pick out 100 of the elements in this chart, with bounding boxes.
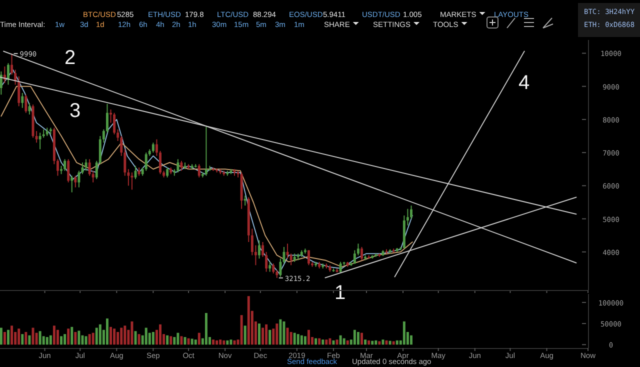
bar xyxy=(64,334,66,345)
bar xyxy=(402,321,406,345)
candlestick xyxy=(159,150,162,175)
bar xyxy=(322,340,324,345)
candlestick xyxy=(113,112,116,135)
bar xyxy=(258,324,260,345)
bar xyxy=(300,335,303,345)
bar xyxy=(176,332,180,345)
candlestick xyxy=(268,261,272,272)
bar xyxy=(24,332,28,345)
bar xyxy=(244,326,246,345)
bar xyxy=(170,336,172,345)
candlestick xyxy=(24,94,28,114)
bar xyxy=(378,341,381,345)
candlestick xyxy=(64,158,66,172)
bar xyxy=(190,338,194,345)
annotation: 1 xyxy=(334,282,346,304)
candlestick xyxy=(272,263,275,274)
bar xyxy=(84,336,88,345)
candlestick xyxy=(28,102,31,116)
bar xyxy=(70,326,74,345)
bar xyxy=(240,315,243,345)
bar xyxy=(262,328,264,345)
bar xyxy=(410,335,412,345)
bar xyxy=(144,328,148,345)
bar xyxy=(325,340,328,345)
candlestick xyxy=(0,70,2,96)
bar xyxy=(49,335,52,345)
bar xyxy=(276,324,278,345)
bar xyxy=(74,332,77,345)
candlestick xyxy=(307,250,310,266)
bar xyxy=(106,318,108,345)
bar xyxy=(392,341,395,345)
bar xyxy=(212,340,215,345)
bar xyxy=(286,328,289,345)
candlestick xyxy=(198,164,200,178)
bar xyxy=(3,332,6,345)
annotation: 3 xyxy=(69,100,81,122)
bar xyxy=(78,330,80,345)
bar xyxy=(314,338,318,345)
bar xyxy=(368,340,370,345)
bar xyxy=(21,334,24,345)
bar xyxy=(265,324,268,345)
bar xyxy=(332,340,335,345)
bar xyxy=(92,332,94,345)
bar xyxy=(374,340,378,345)
bar xyxy=(219,340,222,345)
bar xyxy=(124,326,126,345)
bar xyxy=(152,332,154,345)
bar xyxy=(388,340,392,345)
candlestick xyxy=(70,175,74,193)
bar xyxy=(116,332,120,345)
candlestick xyxy=(152,142,154,154)
bar xyxy=(342,338,346,345)
candlestick xyxy=(78,170,80,188)
candlestick xyxy=(21,92,24,108)
bar xyxy=(282,321,286,345)
annotation: 2 xyxy=(64,47,76,69)
bar xyxy=(353,330,356,345)
candlestick xyxy=(204,126,208,176)
bar xyxy=(10,326,14,345)
candlestick xyxy=(360,246,363,261)
candlestick xyxy=(74,175,77,188)
bar xyxy=(304,336,306,345)
bar xyxy=(138,334,140,345)
bar xyxy=(0,328,2,345)
bar xyxy=(290,332,292,345)
bar xyxy=(293,332,296,345)
candlestick xyxy=(290,253,292,266)
bar xyxy=(56,330,59,345)
bar xyxy=(187,338,190,345)
bar xyxy=(28,335,31,345)
candlestick xyxy=(130,172,134,190)
candlestick xyxy=(7,62,10,86)
bar xyxy=(60,336,63,345)
bar xyxy=(339,335,342,345)
bar xyxy=(180,336,183,345)
bar xyxy=(52,326,56,345)
bar xyxy=(113,328,116,345)
bar xyxy=(166,335,169,345)
bar xyxy=(307,330,310,345)
bar xyxy=(98,324,102,345)
candlestick xyxy=(166,166,169,178)
bar xyxy=(95,328,98,345)
annotation: 4 xyxy=(518,72,530,94)
candlestick xyxy=(84,158,88,172)
bar xyxy=(382,340,384,345)
bar xyxy=(130,321,134,345)
candlestick xyxy=(144,152,148,172)
bar xyxy=(328,338,332,345)
candlestick xyxy=(180,160,183,172)
bar xyxy=(346,340,349,345)
bar xyxy=(279,319,282,345)
bar xyxy=(88,334,91,345)
bar xyxy=(247,296,250,345)
bar xyxy=(67,328,70,345)
bar xyxy=(222,340,226,345)
bar xyxy=(396,340,398,345)
bar xyxy=(226,340,229,345)
bar xyxy=(364,340,367,345)
